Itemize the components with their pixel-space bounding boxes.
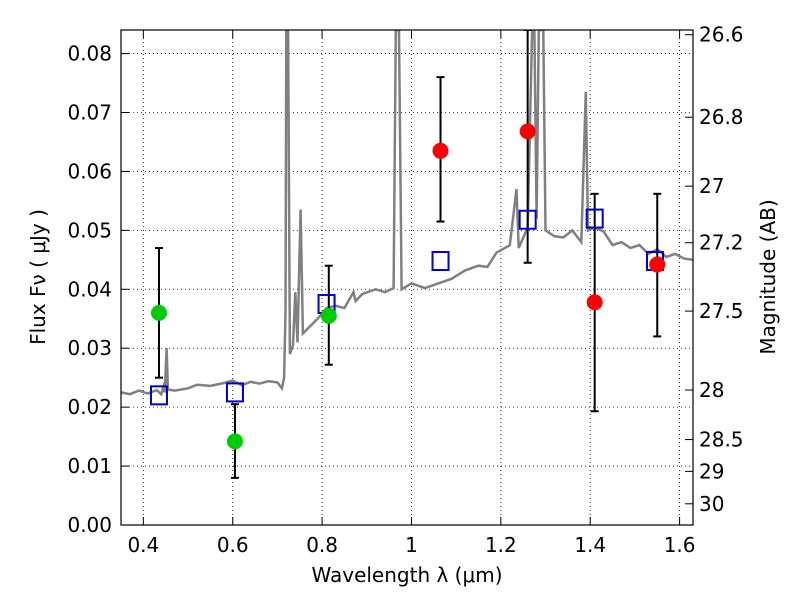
- y-tick-label: 0.03: [67, 336, 112, 360]
- observed-point: [649, 256, 666, 273]
- observed-point: [320, 307, 337, 324]
- x-tick-label: 1.2: [485, 533, 517, 557]
- observed-point: [586, 294, 603, 311]
- axis-ticks: [121, 30, 693, 526]
- magnitude-tick-labels: 26.6 26.8 27 27.2 27.5 28 28.5 29 30: [699, 23, 744, 516]
- x-tick-label: 0.6: [217, 533, 249, 557]
- model-band-markers: [149, 208, 665, 406]
- y-tick-labels: 0.00 0.01 0.02 0.03 0.04 0.05 0.06 0.07 0.08: [67, 42, 112, 537]
- mag-tick-label: 27.2: [699, 231, 744, 255]
- x-tick-labels: 0.4 0.6 0.8 1 1.2 1.4 1.6: [127, 533, 695, 557]
- model-band-square: [225, 382, 244, 403]
- x-tick-label: 0.8: [306, 533, 338, 557]
- mag-tick-label: 27: [699, 174, 724, 198]
- y-tick-label: 0.06: [67, 159, 112, 183]
- observed-point: [519, 123, 536, 140]
- y-tick-label: 0.04: [67, 277, 112, 301]
- mag-tick-label: 30: [699, 492, 724, 516]
- model-band-square: [518, 209, 537, 230]
- x-tick-label: 1.6: [664, 533, 696, 557]
- y-tick-label: 0.01: [67, 454, 112, 478]
- grid-lines: [121, 30, 693, 526]
- x-tick-label: 1: [405, 533, 418, 557]
- mag-tick-label: 29: [699, 459, 724, 483]
- plot-frame: [120, 29, 694, 526]
- y-tick-label: 0.07: [67, 101, 112, 125]
- x-tick-label: 1.4: [574, 533, 606, 557]
- y-axis-title: Flux Fν ( μJy ): [26, 209, 50, 345]
- model-band-square: [585, 208, 604, 229]
- y-tick-label: 0.08: [67, 42, 112, 66]
- mag-tick-label: 26.6: [699, 23, 744, 47]
- observed-point: [432, 142, 449, 159]
- y2-axis-title: Magnitude (AB): [756, 199, 780, 354]
- plot-area: [121, 30, 693, 479]
- y-tick-label: 0.00: [67, 513, 112, 537]
- model-band-square: [431, 251, 450, 271]
- observed-markers: [150, 123, 666, 450]
- model-band-square: [149, 385, 168, 406]
- mag-tick-label: 27.5: [699, 299, 744, 323]
- observed-point: [226, 433, 243, 450]
- x-tick-label: 0.4: [127, 533, 159, 557]
- observed-point: [150, 304, 167, 321]
- mag-tick-label: 26.8: [699, 105, 744, 129]
- mag-tick-label: 28.5: [699, 428, 744, 452]
- model-spectrum-line: [121, 30, 693, 397]
- y-tick-label: 0.05: [67, 218, 112, 242]
- mag-tick-label: 28: [699, 378, 724, 402]
- y-tick-label: 0.02: [67, 395, 112, 419]
- x-axis-title: Wavelength λ (μm): [311, 563, 502, 587]
